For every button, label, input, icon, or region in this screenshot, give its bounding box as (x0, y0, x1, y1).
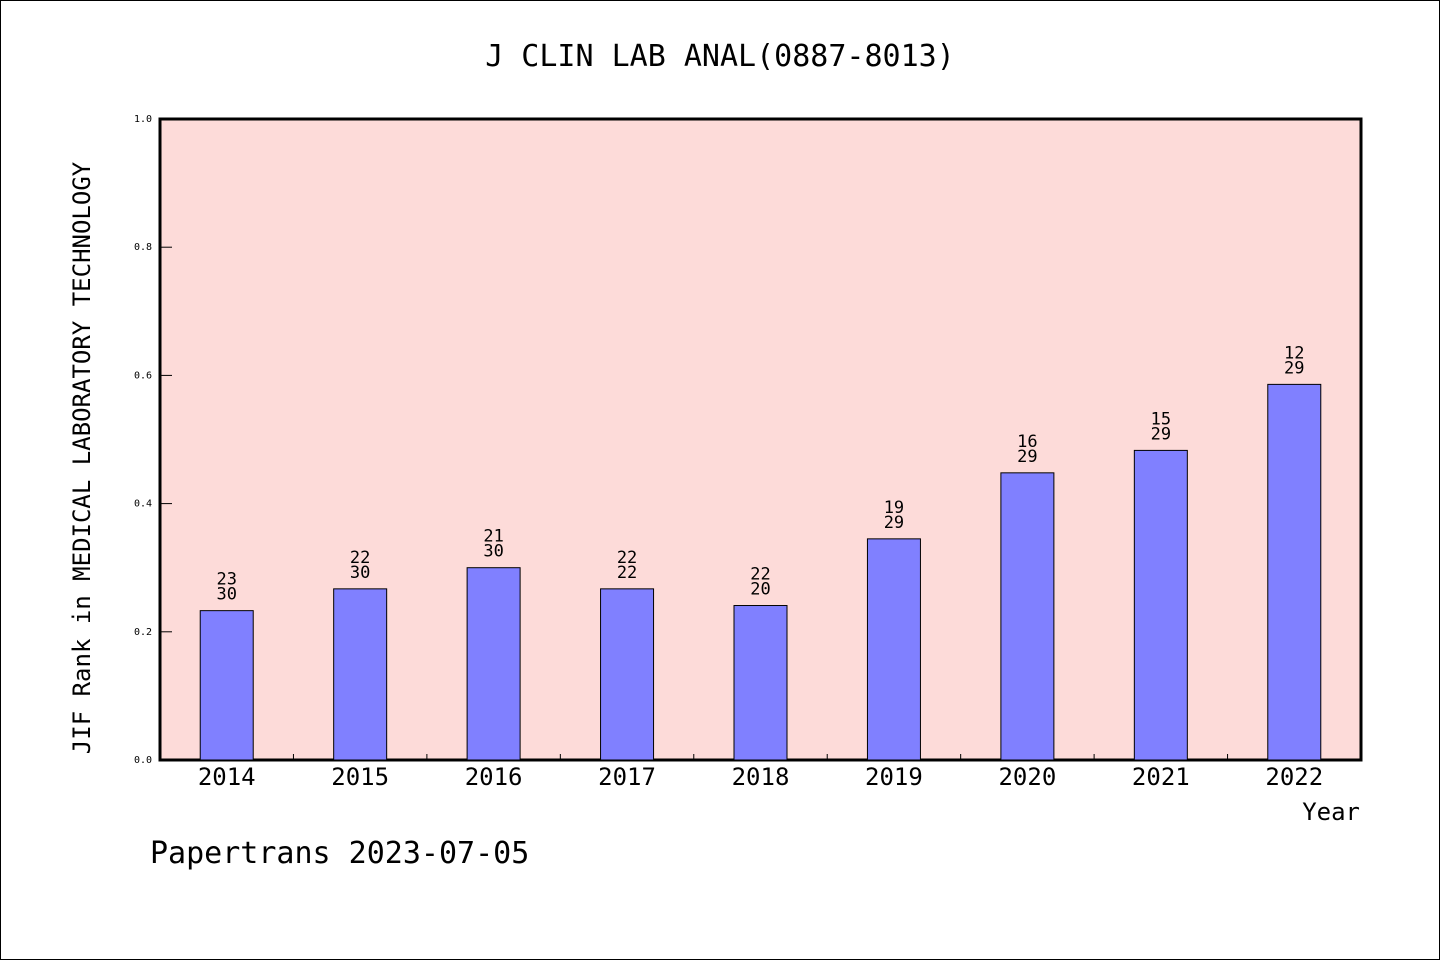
x-axis-label: Year (1302, 798, 1360, 826)
bar-label-total: 30 (483, 542, 503, 562)
bar-label-total: 29 (1151, 424, 1171, 444)
x-tick-label: 2016 (465, 763, 523, 791)
bar-label-total: 30 (216, 585, 236, 605)
bar-label-total: 30 (350, 563, 370, 583)
bar-2016 (466, 567, 521, 761)
y-axis-label: JIF Rank in MEDICAL LABORATORY TECHNOLOG… (68, 161, 96, 754)
y-tick-label: 0.2 (134, 627, 152, 638)
bar-2019 (866, 538, 921, 761)
bar-label-rank: 22 (750, 565, 770, 585)
x-tick-label: 2021 (1132, 763, 1190, 791)
y-tick-label: 0.8 (134, 242, 152, 253)
bar-2014 (199, 610, 254, 761)
bar-label-rank: 21 (483, 527, 503, 547)
y-tick-label: 0.0 (134, 755, 152, 766)
bar-label-total: 29 (1017, 447, 1037, 467)
bar-2022 (1267, 383, 1322, 761)
x-tick-label: 2018 (732, 763, 790, 791)
bar-2020 (1000, 472, 1055, 761)
x-tick-label: 2017 (598, 763, 656, 791)
bar-2018 (733, 605, 788, 761)
x-tick-label: 2019 (865, 763, 923, 791)
bar-2021 (1133, 449, 1188, 761)
bar-2015 (333, 588, 388, 761)
y-tick-label: 1.0 (134, 114, 152, 125)
bar-label-rank: 22 (617, 548, 637, 568)
x-tick-label: 2022 (1265, 763, 1323, 791)
bar-label-rank: 15 (1151, 409, 1171, 429)
chart-title: J CLIN LAB ANAL(0887-8013) (485, 39, 955, 74)
x-tick-label: 2020 (998, 763, 1056, 791)
bar-label-rank: 16 (1017, 432, 1037, 452)
y-tick-label: 0.4 (134, 499, 152, 510)
bar-label-rank: 23 (216, 570, 236, 590)
bar-label-total: 29 (884, 513, 904, 533)
bar-label-rank: 12 (1284, 343, 1304, 363)
bar-label-total: 20 (750, 580, 770, 600)
x-tick-label: 2015 (331, 763, 389, 791)
bar-label-rank: 19 (884, 498, 904, 518)
bar-label-rank: 22 (350, 548, 370, 568)
bar-label-total: 29 (1284, 358, 1304, 378)
x-tick-label: 2014 (198, 763, 256, 791)
bar-2017 (600, 588, 655, 761)
y-tick-label: 0.6 (134, 370, 152, 381)
bar-label-total: 22 (617, 563, 637, 583)
footer-credit: Papertrans 2023-07-05 (150, 836, 529, 871)
